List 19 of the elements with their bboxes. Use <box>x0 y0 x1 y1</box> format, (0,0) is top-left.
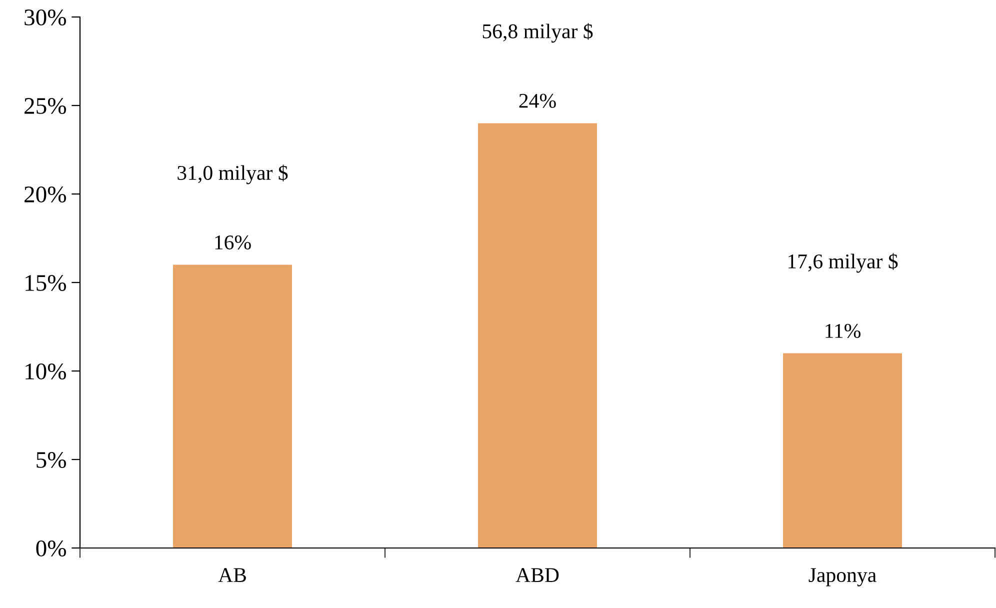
y-tick-label: 30% <box>24 9 66 26</box>
x-tick-label: ABD <box>516 568 559 582</box>
bar <box>173 264 292 548</box>
y-tick-label: 5% <box>36 452 66 468</box>
bar <box>783 353 902 548</box>
data-label: 11% <box>826 324 860 338</box>
annotation: 17,6 milyar $ <box>788 253 898 273</box>
annotation: 56,8 milyar $ <box>482 23 593 43</box>
annotation: 31,0 milyar $ <box>178 164 288 184</box>
data-label: 16% <box>215 235 251 250</box>
x-tick-label: Japonya <box>808 568 876 586</box>
y-tick-label: 10% <box>26 363 66 380</box>
y-tick-label: 0% <box>36 540 66 556</box>
y-tick-label: 15% <box>26 274 66 291</box>
y-tick-label: 20% <box>24 186 66 202</box>
x-tick-label: AB <box>218 568 246 582</box>
y-tick-label: 25% <box>24 98 66 114</box>
bar <box>478 123 597 548</box>
data-label: 24% <box>519 94 556 108</box>
